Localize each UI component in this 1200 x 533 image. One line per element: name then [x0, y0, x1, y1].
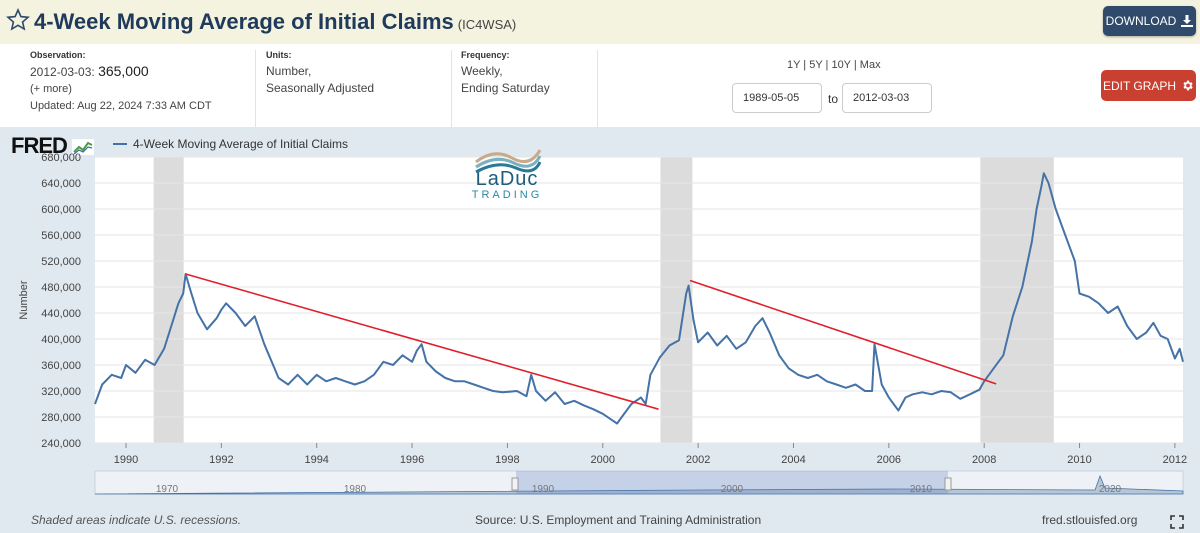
series-code: (IC4WSA)	[457, 17, 517, 32]
watermark-line2: TRADING	[471, 189, 543, 201]
more-link[interactable]: (+ more)	[30, 83, 72, 95]
laduc-watermark: LaDuc TRADING	[467, 144, 547, 201]
frequency-line2: Ending Saturday	[461, 81, 550, 95]
source-note: Source: U.S. Employment and Training Adm…	[475, 513, 762, 527]
divider	[597, 50, 598, 128]
site-link[interactable]: fred.stlouisfed.org	[1042, 513, 1138, 527]
fred-graph-icon	[72, 139, 95, 156]
to-label: to	[828, 92, 839, 106]
legend-swatch	[113, 143, 127, 145]
units-block: Units: Number, Seasonally Adjusted	[266, 50, 374, 130]
observation-date: 2012-03-03:	[30, 65, 95, 79]
fred-logo-text: FRED	[11, 133, 68, 158]
fred-logo: FRED	[11, 133, 95, 159]
units-line1: Number,	[266, 64, 312, 78]
legend: 4-Week Moving Average of Initial Claims	[113, 137, 348, 151]
observation-value: 365,000	[98, 63, 149, 79]
units-label: Units:	[266, 50, 292, 60]
title-bar: 4-Week Moving Average of Initial Claims(…	[0, 0, 1200, 44]
updated-text: Updated: Aug 22, 2024 7:33 AM CDT	[30, 100, 212, 112]
recession-note: Shaded areas indicate U.S. recessions.	[31, 513, 242, 527]
watermark-line1: LaDuc	[475, 168, 539, 190]
observation-block: Observation: 2012-03-03: 365,000 (+ more…	[30, 50, 212, 130]
divider	[255, 50, 256, 128]
observation-label: Observation:	[30, 50, 86, 60]
frequency-block: Frequency: Weekly, Ending Saturday	[461, 50, 550, 130]
edit-graph-label: EDIT GRAPH	[1102, 78, 1177, 93]
page-title: 4-Week Moving Average of Initial Claims(…	[34, 9, 516, 35]
units-line2: Seasonally Adjusted	[266, 81, 375, 95]
chart-panel	[0, 127, 1200, 533]
frequency-line1: Weekly,	[461, 64, 503, 78]
gear-icon	[1183, 80, 1193, 91]
fullscreen-icon[interactable]	[1170, 515, 1184, 529]
wave-logo-icon	[475, 149, 542, 174]
edit-graph-button[interactable]: EDIT GRAPH	[1101, 70, 1196, 101]
range-links[interactable]: 1Y | 5Y | 10Y | Max	[787, 59, 881, 71]
download-icon	[1181, 15, 1194, 27]
frequency-label: Frequency:	[461, 50, 510, 60]
start-date-input[interactable]: 1989-05-05	[732, 83, 822, 113]
download-label: DOWNLOAD	[1105, 14, 1177, 28]
legend-label: 4-Week Moving Average of Initial Claims	[133, 137, 348, 151]
divider	[451, 50, 452, 128]
series-title: 4-Week Moving Average of Initial Claims	[34, 9, 454, 34]
star-icon[interactable]	[6, 8, 30, 32]
end-date-input[interactable]: 2012-03-03	[842, 83, 932, 113]
download-button[interactable]: DOWNLOAD	[1103, 6, 1196, 36]
